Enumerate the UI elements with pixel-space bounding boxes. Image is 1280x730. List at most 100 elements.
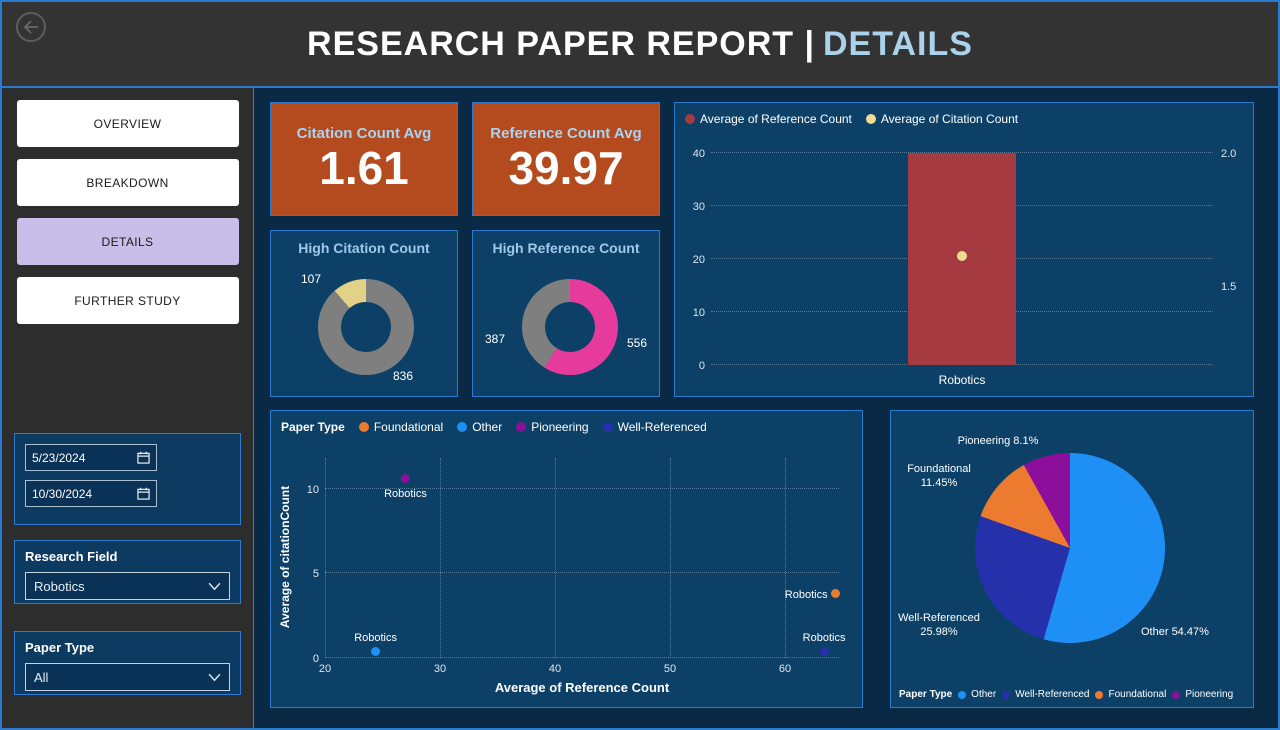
pie-chart-card: Pioneering 8.1% Foundational 11.45% Well… — [890, 410, 1254, 708]
pie-label-well-referenced: Well-Referenced 25.98% — [898, 612, 980, 638]
combo-chart-card: Average of Reference Count Average of Ci… — [674, 102, 1254, 397]
back-button[interactable] — [16, 12, 46, 42]
scatter-point-well-referenced[interactable] — [819, 646, 829, 656]
legend-item-citation-count[interactable]: Average of Citation Count — [865, 112, 1019, 126]
scatter-point-label: Robotics — [354, 632, 397, 645]
legend-title: Paper Type — [281, 420, 345, 434]
high-citation-donut[interactable] — [318, 279, 414, 375]
nav-overview[interactable]: OVERVIEW — [16, 100, 239, 147]
legend-dot — [457, 422, 468, 432]
legend-label: Pioneering — [531, 420, 589, 434]
scatter-y-axis-title: Average of citationCount — [278, 485, 292, 629]
high-reference-donut[interactable] — [522, 279, 618, 375]
scatter-plot: Robotics Robotics Robotics Robotics — [325, 458, 845, 658]
legend-item-pioneering[interactable]: Pioneering — [516, 420, 589, 434]
scatter-x-axis-title: Average of Reference Count — [494, 680, 670, 695]
chevron-down-icon — [208, 582, 221, 590]
kpi-value: 1.61 — [319, 142, 409, 195]
donut-slice-label-107: 107 — [301, 272, 322, 286]
legend-label: Average of Citation Count — [880, 112, 1019, 126]
paper-type-value: All — [34, 669, 49, 685]
combo-category-label: Robotics — [938, 373, 986, 387]
legend-item-reference-count[interactable]: Average of Reference Count — [685, 112, 852, 126]
nav-breakdown[interactable]: BREAKDOWN — [16, 159, 239, 206]
legend-label: Other — [971, 689, 997, 700]
pie-legend: Paper Type Other Well-Referenced Foundat… — [899, 689, 1251, 700]
sidebar: OVERVIEW BREAKDOWN DETAILS FURTHER STUDY — [2, 88, 254, 728]
kpi-title: Reference Count Avg — [490, 125, 642, 143]
scatter-point-foundational[interactable] — [831, 589, 841, 599]
legend-label: Pioneering — [1185, 689, 1234, 700]
pie-label-foundational: Foundational 11.45% — [907, 463, 971, 489]
scatter-y-axis: 0 5 10 — [306, 483, 319, 665]
research-field-label: Research Field — [25, 549, 118, 564]
scatter-legend: Paper Type Foundational Other Pioneering… — [271, 411, 862, 443]
research-field-value: Robotics — [34, 578, 85, 594]
combo-left-axis: 0 10 20 30 40 — [692, 148, 705, 372]
legend-item-foundational[interactable]: Foundational — [358, 420, 444, 434]
paper-type-slicer: Paper Type All — [14, 631, 241, 695]
donut-area: 107 836 — [271, 258, 457, 390]
scatter-point-pioneering[interactable] — [400, 473, 410, 483]
back-arrow-icon — [23, 20, 38, 34]
date-from-input[interactable] — [32, 450, 132, 465]
combo-right-axis: 1.5 2.0 — [1221, 148, 1237, 293]
citation-count-avg-card: Citation Count Avg 1.61 — [270, 102, 458, 216]
page-title: RESEARCH PAPER REPORT | DETAILS — [307, 25, 973, 64]
research-field-dropdown[interactable]: Robotics — [25, 572, 230, 600]
date-to-input[interactable] — [32, 486, 132, 501]
scatter-point-other[interactable] — [371, 646, 381, 656]
date-from-field[interactable] — [25, 444, 157, 471]
calendar-icon — [137, 451, 150, 464]
legend-label: Well-Referenced — [1015, 689, 1090, 700]
legend-item-other[interactable]: Other — [457, 420, 502, 434]
scatter-point-label: Robotics — [784, 588, 828, 601]
legend-item-foundational[interactable]: Foundational — [1095, 689, 1166, 700]
nav-details[interactable]: DETAILS — [16, 218, 239, 265]
legend-dot — [958, 690, 967, 699]
combo-legend: Average of Reference Count Average of Ci… — [675, 103, 1253, 135]
legend-item-other[interactable]: Other — [958, 689, 996, 700]
citation-count-dot[interactable] — [957, 251, 967, 262]
reference-count-avg-card: Reference Count Avg 39.97 — [472, 102, 660, 216]
high-citation-count-card: High Citation Count 107 836 — [270, 230, 458, 397]
donut-slice-label-387: 387 — [485, 332, 506, 346]
paper-type-dropdown[interactable]: All — [25, 663, 230, 691]
title-main: RESEARCH PAPER REPORT | — [307, 24, 815, 63]
donut-area: 387 556 — [473, 258, 659, 390]
legend-dot — [1002, 690, 1011, 699]
kpi-title: Citation Count Avg — [296, 125, 432, 143]
legend-label: Foundational — [1108, 689, 1167, 700]
paper-type-pie[interactable] — [975, 453, 1165, 643]
card-title: High Reference Count — [492, 240, 640, 256]
header: RESEARCH PAPER REPORT | DETAILS — [2, 2, 1278, 88]
legend-label: Well-Referenced — [617, 420, 707, 434]
legend-item-well-referenced[interactable]: Well-Referenced — [1002, 689, 1089, 700]
legend-dot — [358, 422, 369, 432]
legend-item-pioneering[interactable]: Pioneering — [1172, 689, 1233, 700]
scatter-chart-card: Paper Type Foundational Other Pioneering… — [270, 410, 863, 708]
report-canvas: Citation Count Avg 1.61 Reference Count … — [255, 88, 1278, 728]
legend-dot — [1095, 690, 1104, 699]
date-filter-panel — [14, 433, 241, 525]
nav-further-study[interactable]: FURTHER STUDY — [16, 277, 239, 324]
legend-label: Foundational — [373, 420, 444, 434]
legend-dot — [602, 422, 613, 432]
scatter-x-axis: 20 30 40 50 60 — [318, 663, 792, 675]
card-title: High Citation Count — [298, 240, 430, 256]
donut-slice-label-836: 836 — [393, 369, 414, 383]
legend-item-well-referenced[interactable]: Well-Referenced — [602, 420, 707, 434]
chevron-down-icon — [208, 673, 221, 681]
scatter-point-label: Robotics — [384, 488, 427, 501]
legend-label: Average of Reference Count — [700, 112, 852, 126]
legend-dot — [1172, 690, 1181, 699]
pie-label-pioneering: Pioneering 8.1% — [957, 435, 1039, 447]
legend-dot — [516, 422, 527, 432]
combo-plot — [711, 152, 1213, 365]
legend-title: Paper Type — [899, 689, 953, 700]
pie-label-other: Other 54.47% — [1141, 626, 1209, 638]
high-reference-count-card: High Reference Count 387 556 — [472, 230, 660, 397]
research-field-slicer: Research Field Robotics — [14, 540, 241, 604]
paper-type-label: Paper Type — [25, 640, 95, 655]
date-to-field[interactable] — [25, 480, 157, 507]
